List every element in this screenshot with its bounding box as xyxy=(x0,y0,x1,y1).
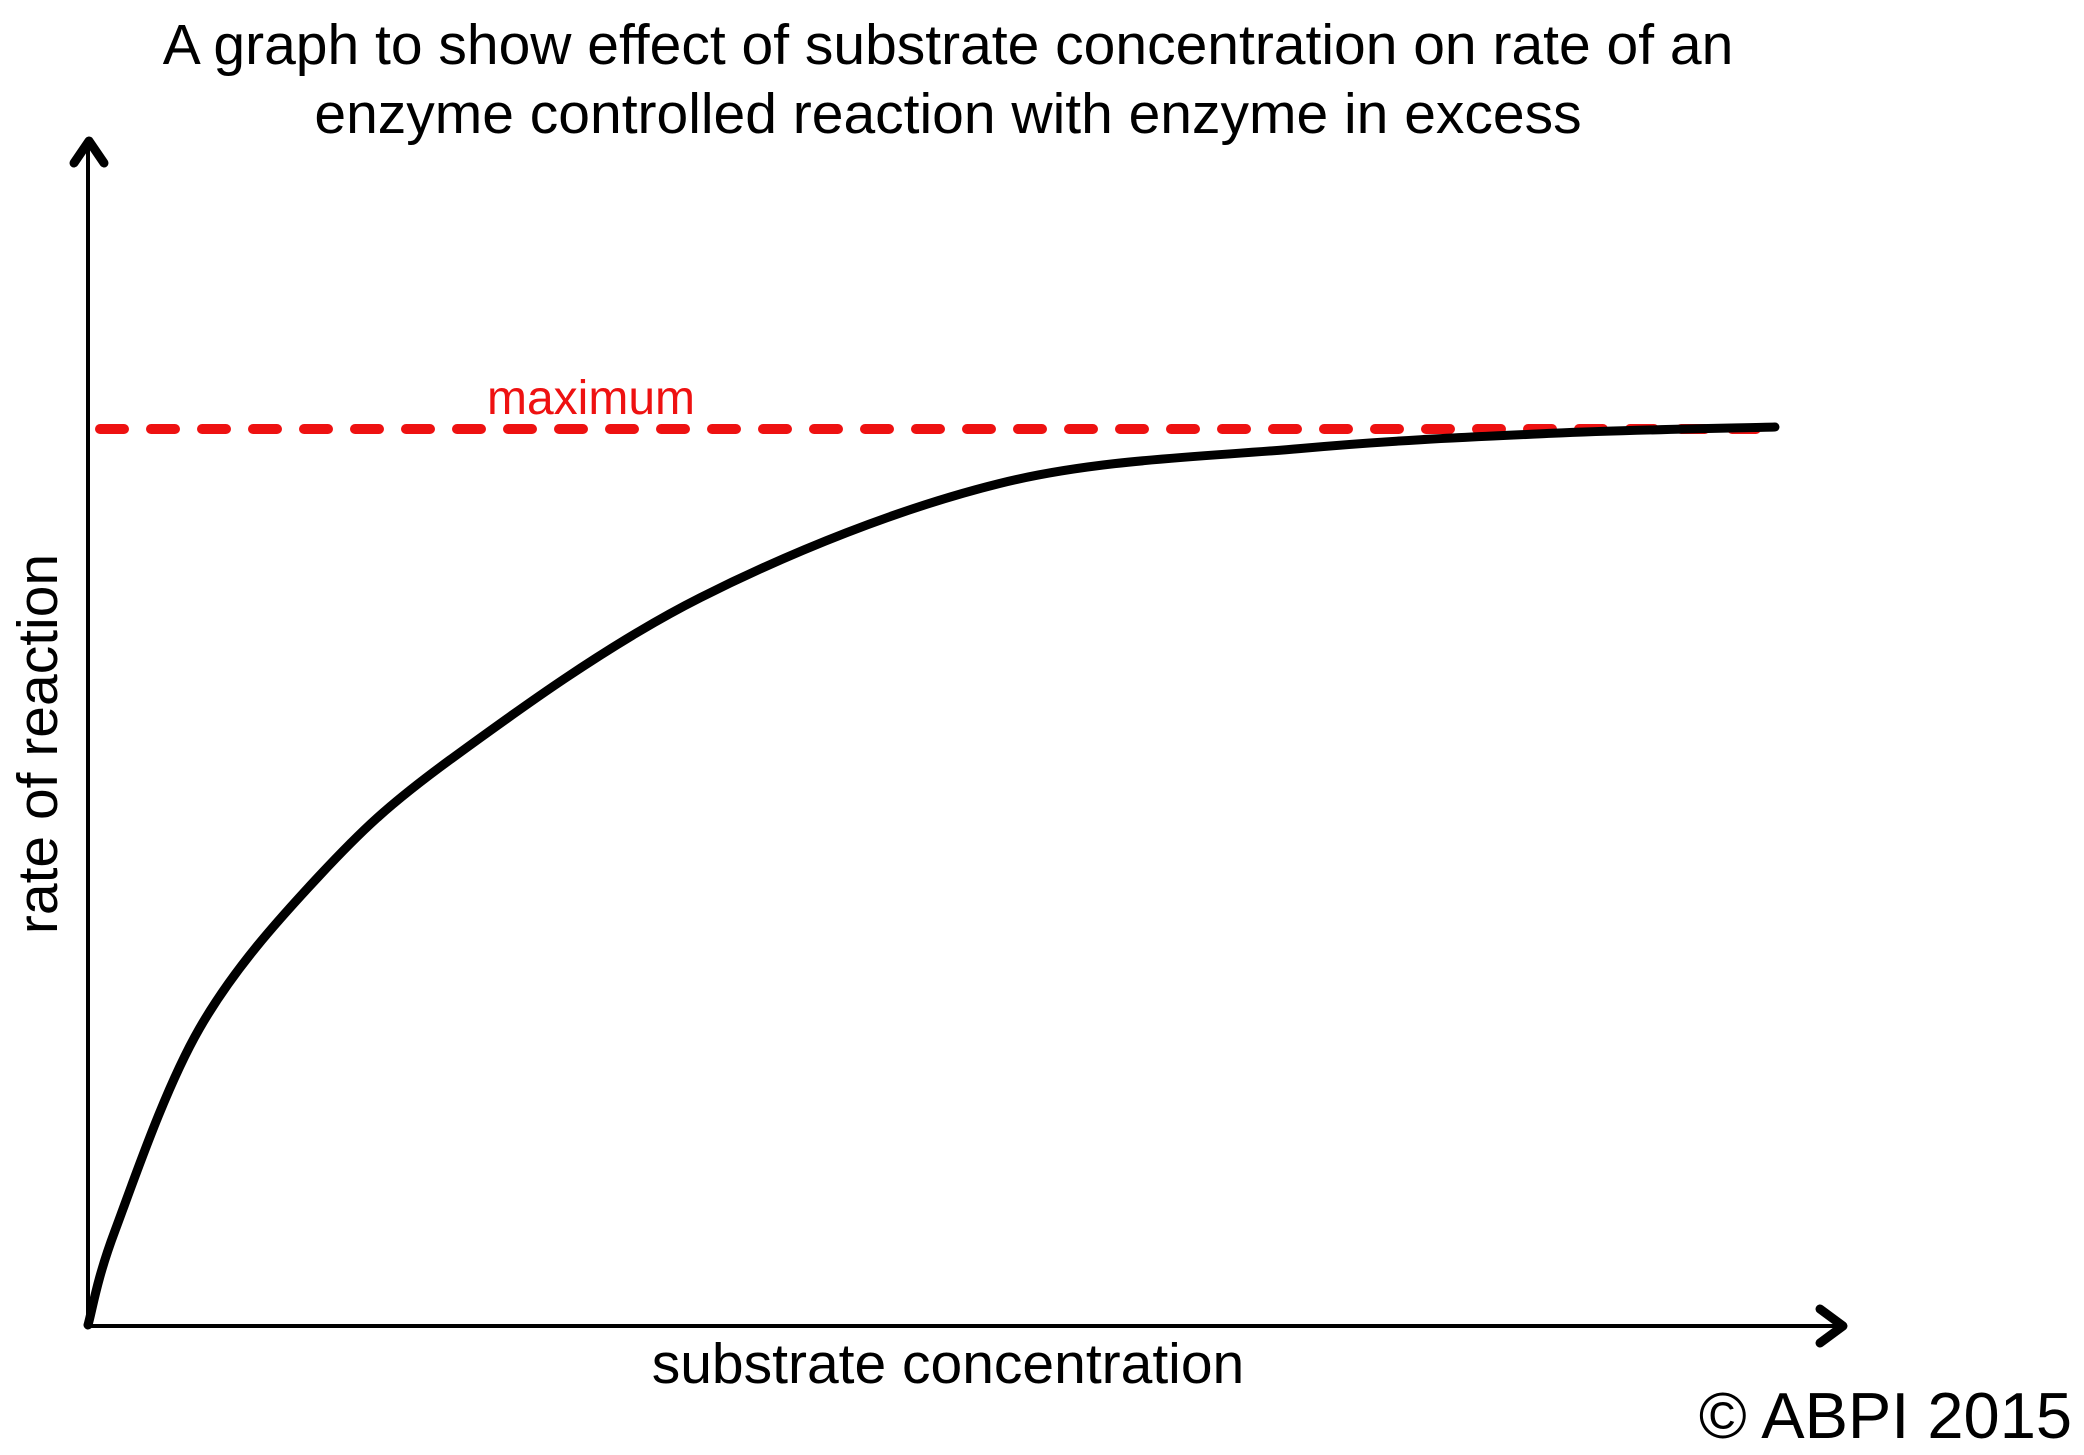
chart-title-line-1: A graph to show effect of substrate conc… xyxy=(162,13,1734,77)
x-axis-label: substrate concentration xyxy=(651,1332,1245,1396)
x-axis-arrowhead-icon xyxy=(1815,1304,1848,1348)
rate-curve xyxy=(83,422,1780,1330)
maximum-label: maximum xyxy=(487,372,696,425)
y-axis-arrowhead-icon xyxy=(69,136,109,168)
copyright-text: © ABPI 2015 xyxy=(1698,1379,2072,1452)
chart-title: A graph to show effect of substrate conc… xyxy=(0,11,1896,149)
chart-title-line-2: enzyme controlled reaction with enzyme i… xyxy=(314,82,1582,146)
y-axis-label: rate of reaction xyxy=(6,553,70,935)
